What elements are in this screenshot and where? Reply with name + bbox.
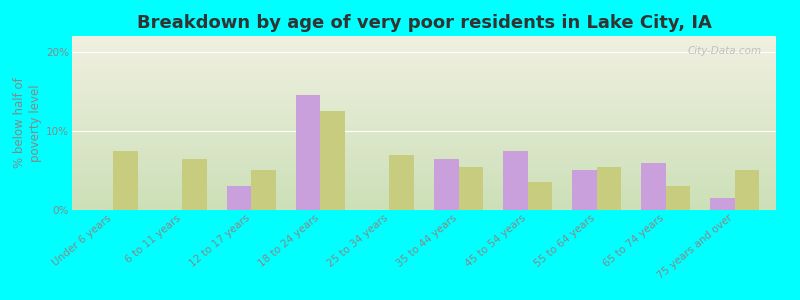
Bar — [227, 186, 251, 210]
Bar — [527, 182, 552, 210]
Bar — [503, 151, 527, 210]
Bar — [251, 170, 276, 210]
Bar — [597, 167, 621, 210]
Bar — [666, 186, 690, 210]
Bar — [458, 167, 482, 210]
Bar — [434, 159, 458, 210]
Bar — [572, 170, 597, 210]
Text: City-Data.com: City-Data.com — [688, 46, 762, 56]
Bar — [182, 159, 206, 210]
Bar — [390, 154, 414, 210]
Bar — [710, 198, 734, 210]
Bar — [321, 111, 345, 210]
Y-axis label: % below half of
poverty level: % below half of poverty level — [13, 78, 42, 168]
Bar — [114, 151, 138, 210]
Bar — [734, 170, 758, 210]
Bar — [296, 95, 321, 210]
Bar — [642, 163, 666, 210]
Title: Breakdown by age of very poor residents in Lake City, IA: Breakdown by age of very poor residents … — [137, 14, 711, 32]
